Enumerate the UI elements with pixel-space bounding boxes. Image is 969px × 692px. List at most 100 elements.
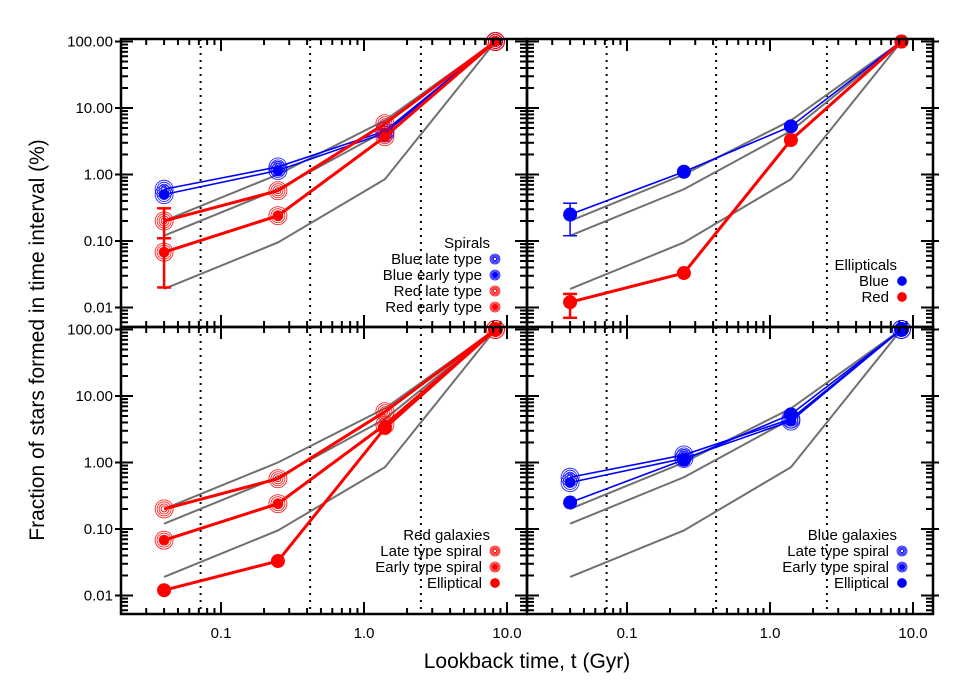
reference-line — [163, 40, 497, 290]
legend-item-label: Elliptical — [427, 575, 482, 592]
ring-marker — [489, 253, 501, 265]
series-line — [569, 328, 902, 484]
series-line — [569, 40, 903, 304]
ring-marker — [489, 545, 501, 557]
legend-item-label: Early type spiral — [375, 559, 482, 576]
filled-circle-marker — [270, 554, 285, 569]
y-tick-label: 0.01 — [84, 300, 113, 317]
x-tick-label: 10.0 — [898, 625, 927, 642]
ring-marker — [154, 242, 174, 262]
ring-marker — [489, 285, 501, 297]
ring-marker — [375, 127, 395, 147]
x-tick-label: 1.0 — [354, 625, 375, 642]
ring-marker — [896, 561, 908, 573]
filled-circle-marker — [563, 495, 578, 510]
reference-line — [163, 328, 497, 578]
series-line — [163, 40, 497, 254]
filled-circle-marker — [563, 295, 578, 310]
reference-line — [163, 328, 497, 510]
legend-item-label: Red — [861, 289, 889, 306]
reference-line — [163, 40, 497, 222]
ring-marker — [489, 269, 501, 281]
ring-marker — [268, 469, 288, 489]
legend-item-label: Blue — [859, 273, 889, 290]
y-tick-label: 10.00 — [75, 100, 113, 117]
ring-marker — [154, 211, 174, 231]
y-axis-title: Fraction of stars formed in time interva… — [26, 139, 49, 540]
ring-marker — [154, 185, 174, 204]
filled-circle-marker — [783, 133, 798, 148]
reference-line — [569, 40, 903, 222]
ring-marker — [268, 181, 288, 201]
y-tick-label: 0.10 — [84, 233, 113, 250]
series-line — [569, 328, 902, 504]
y-tick-label: 0.01 — [84, 588, 113, 605]
ring-marker — [560, 473, 580, 492]
filled-circle-marker — [783, 407, 798, 422]
filled-circle-marker — [676, 164, 691, 179]
ring-marker — [896, 545, 908, 557]
series-line — [569, 328, 902, 479]
filled-circle-marker — [490, 578, 500, 588]
ring-marker — [485, 32, 505, 51]
x-tick-label: 10.0 — [492, 625, 521, 642]
legend-item-label: Blue early type — [383, 267, 482, 284]
legend-item-label: Early type spiral — [782, 559, 889, 576]
ring-marker — [268, 161, 288, 180]
legend-item-label: Red early type — [385, 299, 482, 316]
reference-line — [163, 328, 497, 525]
reference-line — [569, 40, 903, 290]
filled-circle-marker — [897, 578, 907, 588]
reference-line — [569, 40, 903, 237]
legend-item-label: Elliptical — [834, 575, 889, 592]
y-tick-label: 0.10 — [84, 521, 113, 538]
x-tick-label: 0.1 — [211, 625, 232, 642]
ring-marker — [489, 561, 501, 573]
reference-line — [569, 328, 903, 510]
x-tick-label: 1.0 — [760, 625, 781, 642]
y-tick-label: 1.00 — [84, 167, 113, 184]
filled-circle-marker — [676, 452, 691, 467]
ring-marker — [268, 494, 288, 514]
filled-circle-marker — [563, 207, 578, 222]
series-line — [163, 328, 497, 511]
series-line — [569, 40, 902, 216]
legend-title: Blue galaxies — [808, 527, 897, 544]
series-line — [163, 40, 496, 196]
y-tick-label: 100.00 — [67, 34, 113, 51]
ring-marker — [268, 206, 288, 226]
x-tick-label: 0.1 — [617, 625, 638, 642]
series-line — [163, 40, 496, 191]
legend-item-label: Blue late type — [391, 251, 482, 268]
ring-marker — [154, 499, 174, 519]
panel-frame — [525, 325, 935, 616]
y-tick-label: 100.00 — [67, 322, 113, 339]
y-tick-label: 1.00 — [84, 455, 113, 472]
reference-line — [569, 328, 903, 525]
ring-marker — [154, 530, 174, 550]
filled-circle-marker — [377, 421, 392, 436]
y-tick-label: 10.00 — [75, 388, 113, 405]
panel-bottom-left: 0.01 0.10 1.00 10.00 100.00 0.1 1.0 10.0 Red gal… — [67, 320, 533, 642]
legend-item-label: Late type spiral — [787, 543, 889, 560]
series-line — [163, 40, 497, 223]
x-axis-title: Lookback time, t (Gyr) — [424, 650, 631, 673]
legend-title: Spirals — [444, 235, 490, 252]
filled-circle-marker — [783, 119, 798, 134]
series-line — [163, 328, 497, 592]
ring-marker — [489, 301, 501, 313]
filled-circle-marker — [676, 266, 691, 281]
filled-circle-marker — [897, 276, 907, 286]
series-line — [163, 328, 497, 542]
filled-circle-marker — [157, 583, 172, 598]
legend-title: Red galaxies — [403, 527, 490, 544]
